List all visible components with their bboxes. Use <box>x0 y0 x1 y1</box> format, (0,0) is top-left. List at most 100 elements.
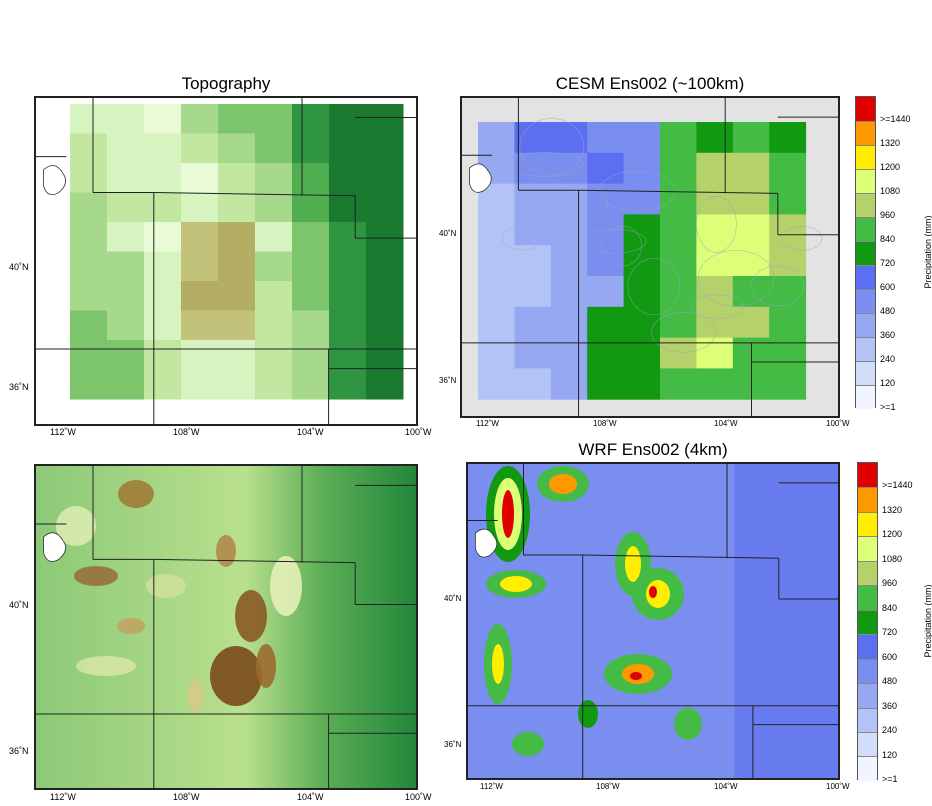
topography-cell <box>70 163 108 193</box>
wrf-grid <box>468 464 838 778</box>
cesm-precip-cell <box>550 337 588 369</box>
cesm-precip-cell <box>732 245 770 277</box>
cesm-precip-cell <box>769 368 807 400</box>
colorbar-swatch <box>858 511 877 537</box>
cesm-precip-cell <box>478 245 515 277</box>
cesm-precip-cell <box>514 245 552 277</box>
cesm-precip-cell <box>514 368 552 400</box>
state-boundaries <box>468 464 838 778</box>
cesm-precip-cell <box>550 368 588 400</box>
cesm-grid <box>462 98 838 416</box>
cesm-precip-cell <box>732 276 770 308</box>
cesm-precip-cell <box>696 214 734 246</box>
cesm-precip-cell <box>514 122 552 154</box>
lat-tick-36n: 36˚N <box>9 746 29 756</box>
cesm-precip-cell <box>660 337 697 369</box>
topography-cell <box>144 222 182 252</box>
cesm-precip-cell <box>769 152 807 185</box>
topography-cell <box>366 133 404 164</box>
colorbar-swatch <box>858 756 877 781</box>
colorbar-tick-label: 360 <box>882 700 898 711</box>
cesm-precip-cell <box>587 122 625 154</box>
topography-cell <box>144 369 182 400</box>
cesm-precip-cell <box>732 183 770 215</box>
lon-tick-108w: 108˚W <box>596 782 620 791</box>
cesm-precip-cell <box>550 152 588 185</box>
topography-cell <box>292 163 330 193</box>
colorbar-swatch <box>858 560 877 586</box>
colorbar-tick-label: 840 <box>880 234 896 244</box>
lon-tick-104w: 104˚W <box>714 419 738 428</box>
cesm-precip-cell <box>732 122 770 154</box>
lon-tick-108w: 108˚W <box>173 427 200 437</box>
topography-cell <box>181 133 219 164</box>
topography-cell <box>329 340 367 370</box>
topography-cell <box>181 310 219 341</box>
topography-cell <box>292 310 330 341</box>
cesm-precip-cell <box>660 245 697 277</box>
topography-cell <box>70 281 108 311</box>
cesm-precip-cell <box>660 306 697 339</box>
cesm-precip-cell <box>769 183 807 215</box>
terrain-patch <box>117 618 145 634</box>
cesm-precip-cell <box>769 122 807 154</box>
lon-tick-108w: 108˚W <box>593 419 617 428</box>
colorbar-tick-label: 120 <box>882 749 898 760</box>
topography-cell <box>366 222 404 252</box>
topography-cell <box>218 133 256 164</box>
topography-cell <box>255 251 293 282</box>
topography-cell <box>366 104 404 134</box>
colorbar-swatch <box>856 145 875 169</box>
cesm-precip-cell <box>587 306 625 339</box>
colorbar-tick-label: 720 <box>882 627 898 638</box>
cesm-precip-cell <box>660 276 697 308</box>
great-salt-lake <box>43 165 67 196</box>
precip-maximum <box>500 576 532 592</box>
topography-cell <box>255 222 293 252</box>
precip-maximum <box>630 672 642 680</box>
cesm-precip-cell <box>587 368 625 400</box>
colorbar-tick-label: 840 <box>882 602 898 613</box>
precip-maximum <box>502 490 514 538</box>
cesm-precip-cell <box>623 183 661 215</box>
precip-maximum <box>512 732 544 756</box>
colorbar-tick-label: 1200 <box>882 529 903 540</box>
colorbar-swatch <box>856 265 875 289</box>
cesm-precip-cell <box>514 152 552 185</box>
colorbar-swatch <box>856 193 875 217</box>
cesm-precip-cell <box>732 306 770 339</box>
cesm-precip-cell <box>696 183 734 215</box>
terrain-patch <box>118 480 154 508</box>
lon-tick-100w: 100˚W <box>826 782 850 791</box>
lat-tick-40n: 40˚N <box>444 594 462 603</box>
colorbar-tick-label: 240 <box>880 354 896 364</box>
lat-tick-40n: 40˚N <box>9 600 29 610</box>
lon-tick-100w: 100˚W <box>405 427 432 437</box>
colorbar-swatch <box>856 289 875 313</box>
cesm-precip-cell <box>623 337 661 369</box>
lon-tick-112w: 112˚W <box>50 427 76 437</box>
colorbar-tick-label: >=1 <box>882 774 898 784</box>
topography-hires-grid <box>36 466 416 788</box>
topography-cell <box>107 251 145 282</box>
topography-cell <box>70 310 108 341</box>
cesm-precip-cell <box>732 152 770 185</box>
terrain-patch <box>256 644 276 688</box>
topography-cell <box>144 340 182 370</box>
topography-cell <box>292 251 330 282</box>
colorbar-swatch <box>858 683 877 708</box>
lon-tick-112w: 112˚W <box>480 782 503 791</box>
cesm-precip-cell <box>696 152 734 185</box>
topography-cell <box>181 222 219 252</box>
topography-cell <box>218 369 256 400</box>
colorbar-swatch <box>858 707 877 732</box>
topography-cell <box>70 369 108 400</box>
topography-cell <box>218 222 256 252</box>
topography-cell <box>329 163 367 193</box>
cesm-precip-cell <box>696 122 734 154</box>
topography-cell <box>218 251 256 282</box>
great-salt-lake <box>475 528 498 558</box>
topography-cell <box>366 369 404 400</box>
topography-cell <box>218 163 256 193</box>
precip-east-region <box>734 464 838 778</box>
